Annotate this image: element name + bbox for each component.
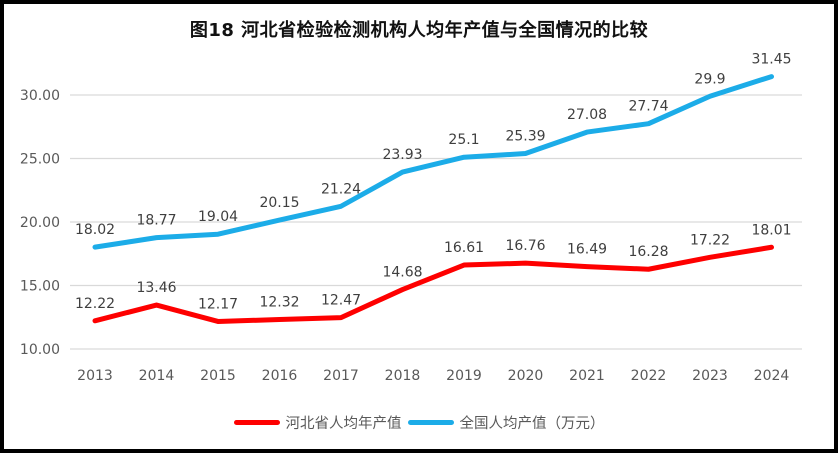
data-label-national: 27.74 [628,99,668,115]
data-label-hebei: 16.76 [505,238,545,254]
series-line-hebei [92,244,774,324]
data-label-national: 25.39 [505,129,545,145]
data-label-hebei: 16.49 [567,242,607,258]
x-axis-tick-label: 2020 [508,368,544,384]
data-label-hebei: 12.17 [198,296,238,312]
blue-line-swatch-icon [407,420,454,425]
data-label-hebei: 12.22 [75,296,115,312]
x-axis-tick-label: 2024 [754,368,790,384]
data-label-hebei: 14.68 [382,265,422,281]
data-label-national: 27.08 [567,107,607,123]
data-label-national: 29.9 [694,71,725,87]
x-axis-tick-label: 2022 [631,368,667,384]
x-axis-tick-label: 2015 [200,368,236,384]
data-label-national: 25.1 [448,132,479,148]
data-label-hebei: 12.47 [321,293,361,309]
data-label-national: 18.77 [136,213,176,229]
data-label-hebei: 17.22 [690,232,730,248]
chart-legend: 河北省人均年产值 全国人均产值（万元） [4,412,834,433]
x-axis-tick-label: 2016 [262,368,298,384]
chart-title: 图18 河北省检验检测机构人均年产值与全国情况的比较 [189,20,649,41]
legend-item-national: 全国人均产值（万元） [407,412,605,433]
x-axis-tick-label: 2014 [139,368,175,384]
data-label-hebei: 16.61 [444,240,484,256]
series-line-national [92,74,774,250]
y-axis-tick-label: 15.00 [20,279,60,295]
data-label-national: 20.15 [259,195,299,211]
y-axis-tick-label: 10.00 [20,342,60,358]
data-label-national: 19.04 [198,209,238,225]
y-axis-tick-label: 20.00 [20,215,60,231]
data-label-hebei: 13.46 [136,280,176,296]
legend-item-hebei: 河北省人均年产值 [233,412,402,433]
legend-label-hebei: 河北省人均年产值 [285,416,402,432]
data-label-hebei: 18.01 [751,222,791,238]
x-axis-tick-label: 2021 [569,368,605,384]
legend-label-national: 全国人均产值（万元） [459,416,605,432]
data-label-national: 21.24 [321,181,361,197]
x-axis-tick-label: 2023 [692,368,728,384]
y-axis-tick-label: 25.00 [20,152,60,168]
x-axis-tick-label: 2018 [385,368,421,384]
data-label-hebei: 12.32 [259,295,299,311]
line-chart-plot-area: 10.00 15.00 20.00 25.00 30.00 2013 2014 2015 201… [20,52,802,384]
data-label-hebei: 16.28 [628,244,668,260]
data-label-national: 23.93 [382,147,422,163]
y-axis-tick-label: 30.00 [20,88,60,104]
x-axis-tick-label: 2019 [446,368,482,384]
x-axis-tick-label: 2013 [77,368,113,384]
data-label-national: 31.45 [751,52,791,68]
red-line-swatch-icon [233,420,280,425]
data-label-national: 18.02 [75,222,115,238]
x-axis-tick-label: 2017 [323,368,359,384]
